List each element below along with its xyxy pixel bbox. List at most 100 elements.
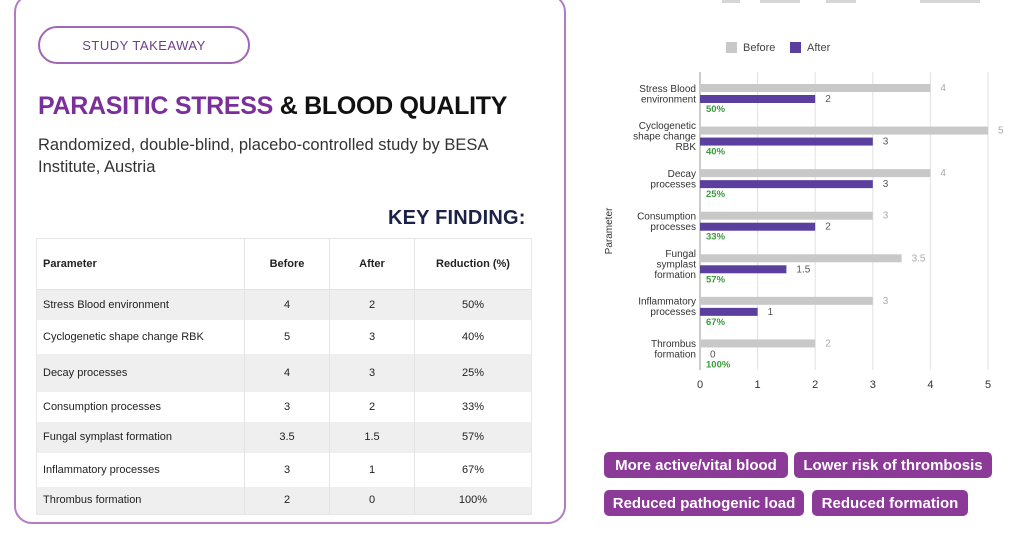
table-cell: 57% bbox=[414, 421, 532, 453]
bar-after bbox=[700, 265, 787, 274]
top-edge-mark-3 bbox=[826, 0, 856, 3]
category-label: processes bbox=[650, 307, 696, 318]
legend-swatch-after bbox=[790, 42, 801, 53]
table-cell: 3 bbox=[329, 319, 415, 354]
table-cell: Cyclogenetic shape change RBK bbox=[36, 319, 245, 354]
table-row: Decay processes 4 3 25% bbox=[36, 353, 532, 392]
legend-label-before: Before bbox=[743, 42, 775, 54]
table-header-cell: Parameter bbox=[36, 238, 245, 290]
value-label-before: 3 bbox=[883, 211, 889, 222]
table-header-cell: After bbox=[329, 238, 415, 290]
reduction-label: 25% bbox=[706, 189, 726, 200]
table-cell: 2 bbox=[329, 289, 415, 320]
table-header-row: Parameter Before After Reduction (%) bbox=[36, 238, 532, 290]
category-label: environment bbox=[641, 94, 696, 105]
table-row: Thrombus formation 2 0 100% bbox=[36, 486, 532, 515]
table-row: Stress Blood environment 4 2 50% bbox=[36, 289, 532, 320]
title-accent: PARASITIC STRESS bbox=[38, 92, 274, 120]
bar-before bbox=[700, 126, 988, 135]
reduction-label: 67% bbox=[706, 317, 726, 328]
reduction-label: 57% bbox=[706, 274, 726, 285]
y-axis-label: Parameter bbox=[604, 207, 615, 254]
table-row: Inflammatory processes 3 1 67% bbox=[36, 452, 532, 487]
value-label-after: 3 bbox=[883, 137, 889, 148]
value-label-after: 1 bbox=[768, 307, 774, 318]
top-edge-mark-1 bbox=[722, 0, 740, 3]
category-label: processes bbox=[650, 222, 696, 233]
category-label: Consumption bbox=[637, 211, 696, 222]
table-cell: 4 bbox=[244, 353, 330, 392]
bar-after bbox=[700, 95, 816, 103]
top-edge-mark-4 bbox=[920, 0, 980, 3]
legend-label-after: After bbox=[807, 42, 831, 54]
value-label-before: 3 bbox=[883, 296, 889, 307]
reduction-label: 50% bbox=[706, 104, 726, 115]
x-tick-label: 4 bbox=[927, 379, 933, 391]
table-cell: Fungal symplast formation bbox=[36, 421, 245, 453]
value-label-before: 4 bbox=[940, 168, 946, 179]
table-cell: 100% bbox=[414, 486, 532, 515]
category-label: processes bbox=[650, 179, 696, 190]
table-row: Cyclogenetic shape change RBK 5 3 40% bbox=[36, 319, 532, 354]
top-edge-mark-2 bbox=[760, 0, 800, 3]
table-cell: 67% bbox=[461, 463, 485, 476]
table-cell: 0 bbox=[329, 486, 415, 515]
table-cell: 4 bbox=[244, 289, 330, 320]
table-cell: 2 bbox=[329, 391, 415, 422]
value-label-after: 3 bbox=[883, 179, 889, 190]
category-label: RBK bbox=[675, 142, 696, 153]
table-cell: Stress Blood environment bbox=[36, 289, 245, 320]
table-row: Fungal symplast formation 3.5 1.5 57% bbox=[36, 421, 532, 453]
table-cell: 25% bbox=[414, 353, 532, 392]
reduction-label: 33% bbox=[706, 232, 726, 243]
benefit-tag-pathogenic-load: Reduced pathogenic load bbox=[604, 490, 804, 516]
bar-before bbox=[700, 296, 873, 305]
table-cell: 3 bbox=[244, 391, 330, 422]
category-label: symplast bbox=[657, 259, 697, 270]
table-header-cell: Before bbox=[244, 238, 330, 290]
key-finding-heading: KEY FINDING: bbox=[388, 207, 526, 229]
value-label-before: 3.5 bbox=[912, 253, 926, 264]
bar-before bbox=[700, 211, 873, 220]
table-cell: 3 bbox=[329, 353, 415, 392]
category-label: Decay bbox=[668, 169, 696, 180]
value-label-before: 2 bbox=[825, 338, 831, 349]
bar-before bbox=[700, 254, 902, 263]
bar-after bbox=[700, 222, 816, 231]
bar-before bbox=[700, 339, 816, 348]
x-tick-label: 2 bbox=[812, 379, 818, 391]
reduction-label: 100% bbox=[706, 359, 731, 370]
table-cell: Consumption processes bbox=[36, 391, 245, 422]
page-title: PARASITIC STRESS & BLOOD QUALITY bbox=[38, 92, 507, 121]
category-label: Fungal bbox=[665, 249, 696, 260]
table-row: Consumption processes 3 2 33% bbox=[36, 391, 532, 422]
table-cell: 5 bbox=[244, 319, 330, 354]
value-label-before: 4 bbox=[940, 83, 946, 94]
bar-after bbox=[700, 180, 873, 189]
table-cell: 33% bbox=[461, 400, 485, 413]
x-tick-label: 3 bbox=[870, 379, 876, 391]
table-cell: 1 bbox=[329, 452, 415, 487]
category-label: formation bbox=[654, 270, 696, 281]
bar-before bbox=[700, 169, 931, 178]
table-cell: 50% bbox=[414, 289, 532, 320]
bar-after bbox=[700, 137, 873, 146]
title-rest: & BLOOD QUALITY bbox=[273, 92, 508, 120]
x-tick-label: 0 bbox=[697, 379, 703, 391]
table-cell: Inflammatory processes bbox=[36, 452, 245, 487]
table-cell: Decay processes bbox=[36, 353, 245, 392]
category-label: Thrombus bbox=[651, 339, 696, 350]
value-label-after: 1.5 bbox=[796, 264, 810, 275]
value-label-after: 2 bbox=[825, 94, 831, 105]
category-label: Stress Blood bbox=[639, 84, 696, 95]
table-cell: 2 bbox=[244, 486, 330, 515]
legend-swatch-before bbox=[726, 42, 737, 53]
category-label: Inflammatory bbox=[638, 297, 696, 308]
value-label-after: 2 bbox=[825, 222, 831, 233]
table-cell: Thrombus formation bbox=[36, 486, 245, 515]
reduction-label: 40% bbox=[706, 147, 726, 158]
study-takeaway-label: STUDY TAKEAWAY bbox=[82, 37, 206, 53]
bar-before bbox=[700, 84, 931, 92]
before-after-bar-chart: Before After 0 1 2 3 4 5 Parameter Stress Blooden… bbox=[604, 42, 1004, 391]
benefit-tag-thrombosis-risk: Lower risk of thrombosis bbox=[794, 452, 992, 478]
